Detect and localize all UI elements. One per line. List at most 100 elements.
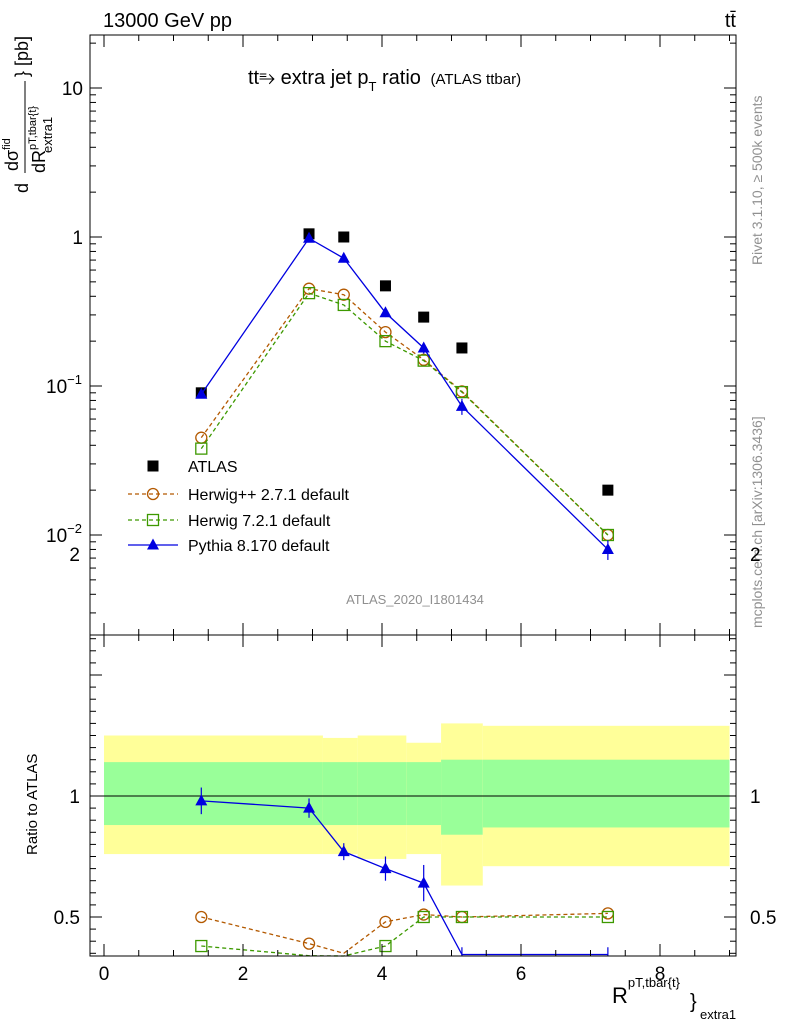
point-herwigpp (337, 288, 350, 301)
ylabel-denom-sub: extra1 (40, 117, 55, 153)
ratio-y-tick-label: 0.5 (54, 908, 80, 929)
main-y-tick-label: 10−1 (46, 372, 82, 398)
point-herwig7 (379, 334, 392, 348)
ratio-plot-panel: 0.5 0.5 1 1 2 2 0 2 4 6 8 Ratio to ATLAS RpT,tbar… (24, 545, 776, 1022)
ratio-x-tick-label: 0 (99, 964, 110, 985)
point-pythia (455, 399, 468, 411)
ylabel-unit: } [pb] (12, 36, 32, 77)
main-y-axis-label: d dσfid dRpT,tbar{t} extra1 } [pb] (1, 36, 55, 193)
main-y-tick-label: 10 (62, 79, 83, 100)
band-inner (441, 759, 483, 835)
point-atlas (418, 311, 430, 323)
ratio-y-tick-label: 2 (69, 545, 80, 566)
ylabel-d: d (12, 183, 32, 193)
plot-title-main: tt⥱ extra jet p (248, 67, 369, 89)
ratio-x-tick-label: 4 (377, 964, 388, 985)
ratio-x-tick-label: 8 (655, 964, 666, 985)
xlabel-sup: pT,tbar{t} (628, 975, 681, 990)
svg-text:dRpT,tbar{t}: dRpT,tbar{t} (27, 106, 49, 173)
ratio-series-pythia (195, 787, 609, 956)
ratio-point-herwig7 (195, 939, 208, 953)
band-inner (482, 759, 730, 828)
point-herwig7 (195, 442, 208, 455)
point-pythia (417, 341, 430, 353)
series-herwig7 (195, 286, 615, 542)
ratio-line-herwigpp (201, 912, 608, 955)
point-pythia (379, 306, 392, 318)
x-axis-label: RpT,tbar{t} } extra1 (612, 975, 736, 1022)
ylabel-denom-sup: pT,tbar{t} (27, 106, 39, 150)
ratio-y-axis-label: Ratio to ATLAS (24, 754, 41, 855)
point-herwig7 (417, 354, 430, 367)
ylabel-numer: dσ (2, 150, 22, 171)
ratio-point-pythia (303, 801, 316, 813)
legend-label-herwigpp: Herwig++ 2.7.1 default (188, 487, 350, 504)
legend-marker-herwig7 (146, 513, 160, 527)
ratio-y-tick-label-right: 0.5 (750, 908, 776, 929)
point-pythia (303, 231, 316, 243)
point-atlas (456, 342, 468, 354)
ratio-point-pythia (379, 862, 392, 874)
legend-item-herwig7: Herwig 7.2.1 default (128, 513, 331, 530)
energy-label: 13000 GeV pp (103, 10, 232, 32)
plot-title-rest: ratio (376, 67, 420, 89)
point-pythia (195, 387, 208, 399)
ratio-point-herwigpp (302, 937, 316, 950)
ratio-y-tick-label-right: 1 (750, 787, 761, 808)
point-atlas (602, 484, 614, 496)
ratio-point-herwig7 (455, 910, 469, 924)
band-inner (406, 762, 442, 826)
analysis-watermark: ATLAS_2020_I1801434 (346, 592, 484, 607)
main-y-tick-label: 1 (72, 228, 83, 249)
legend-item-pythia: Pythia 8.170 default (128, 538, 330, 555)
ratio-point-herwigpp (195, 910, 208, 924)
legend: ATLAS Herwig++ 2.7.1 default Herwig 7.2.1 … (128, 459, 350, 555)
legend-label-herwig7: Herwig 7.2.1 default (188, 513, 331, 530)
ratio-point-herwigpp (379, 915, 392, 928)
ratio-series-herwigpp (195, 907, 615, 955)
svg-text:RpT,tbar{t}: RpT,tbar{t} (612, 975, 681, 1008)
plot-title-sub: T (369, 79, 377, 94)
point-atlas (338, 231, 350, 243)
ratio-point-pythia (417, 876, 430, 888)
ratio-y-tick-label: 1 (69, 787, 80, 808)
legend-item-herwigpp: Herwig++ 2.7.1 default (128, 487, 350, 504)
point-herwig7 (302, 286, 316, 300)
ratio-x-tick-label: 2 (238, 964, 249, 985)
point-herwig7 (337, 298, 350, 312)
series-line-herwig7 (200, 292, 609, 536)
ratio-point-pythia (195, 794, 208, 806)
legend-item-atlas: ATLAS (147, 459, 238, 476)
point-atlas (379, 280, 391, 292)
main-plot-panel: 10 1 10−1 10−2 tt⥱ extra jet pT ratio (ATLA… (1, 34, 737, 636)
ratio-y-tick-label-right: 2 (750, 545, 761, 566)
legend-label-atlas: ATLAS (188, 459, 238, 476)
ratio-x-tick-label: 6 (516, 964, 527, 985)
band-inner (357, 762, 407, 826)
ratio-point-herwig7 (379, 939, 392, 953)
legend-label-pythia: Pythia 8.170 default (188, 538, 330, 555)
xlabel-close: } (690, 991, 697, 1013)
svg-text:d: d (12, 183, 32, 193)
svg-text:extra1: extra1 (40, 117, 55, 153)
svg-text:extra1: extra1 (700, 1007, 736, 1022)
point-pythia (601, 542, 614, 554)
ratio-line-herwig7 (201, 916, 608, 957)
ratio-point-herwig7 (601, 910, 615, 924)
source-label: mcplots.cern.ch [arXiv:1306.3436] (749, 416, 765, 628)
series-pythia (195, 231, 614, 560)
svg-text:} [pb]: } [pb] (12, 36, 32, 77)
ratio-point-herwig7 (417, 910, 430, 924)
plot-title-small: (ATLAS ttbar) (430, 71, 521, 88)
series-atlas (195, 228, 614, 496)
point-pythia (337, 251, 350, 263)
ylabel-numer-sup: fid (1, 138, 13, 150)
main-y-tick-label: 10−2 (46, 521, 82, 547)
band-inner (322, 762, 358, 826)
ylabel-denom: dR (29, 150, 49, 173)
xlabel-sub: extra1 (700, 1007, 736, 1022)
legend-marker-herwigpp (146, 487, 160, 501)
xlabel-base: R (612, 983, 628, 1008)
plot-title: tt⥱ extra jet pT ratio (ATLAS ttbar) (248, 67, 521, 94)
